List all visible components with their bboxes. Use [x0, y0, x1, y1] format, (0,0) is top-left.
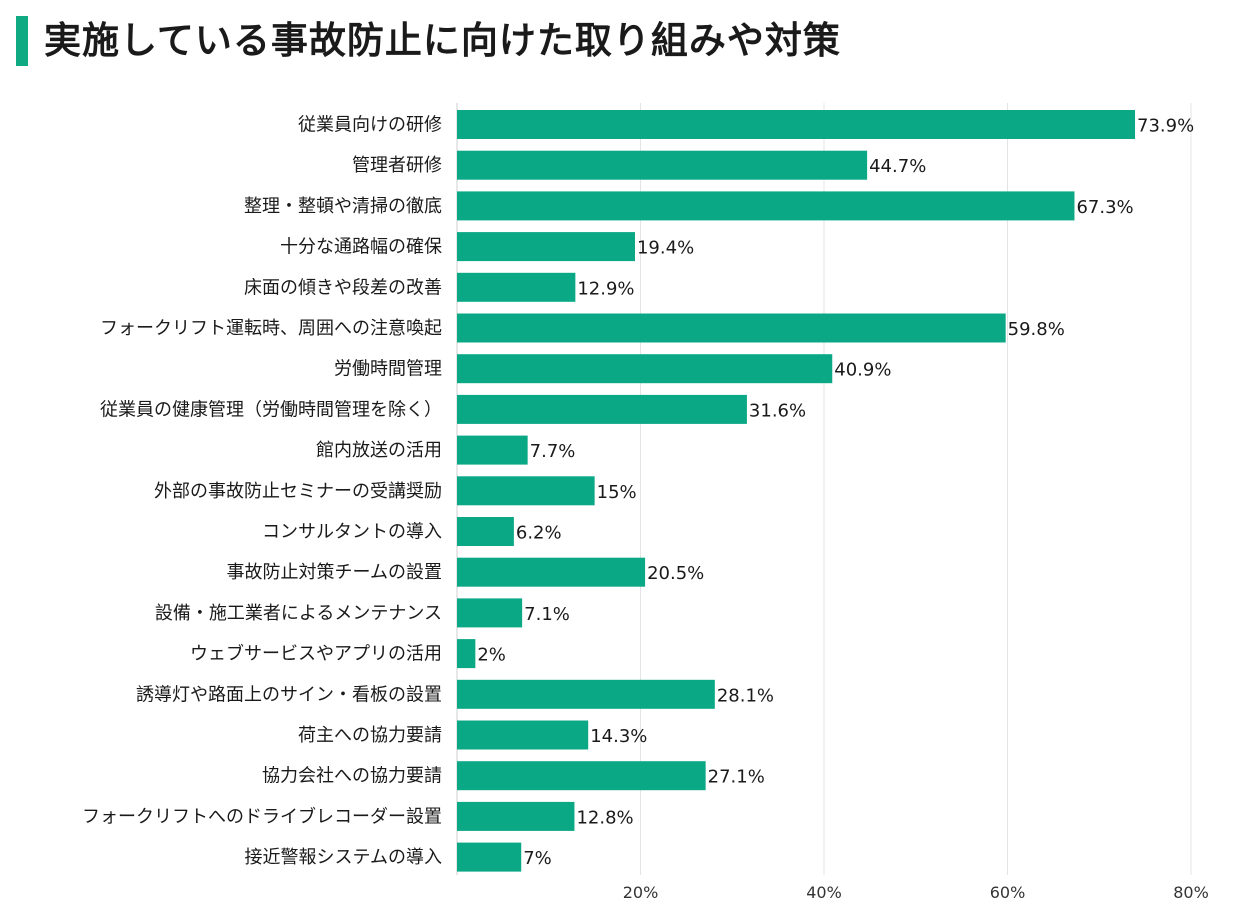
category-label: 荷主への協力要請: [298, 725, 442, 746]
category-label: 館内放送の活用: [316, 440, 442, 461]
category-label: 協力会社への協力要請: [262, 766, 442, 787]
category-label: 従業員向けの研修: [298, 115, 442, 136]
value-label: 15%: [597, 482, 637, 503]
value-label: 2%: [477, 645, 506, 666]
category-label: 事故防止対策チームの設置: [227, 562, 442, 583]
category-label: 労働時間管理: [334, 359, 442, 380]
bar: [457, 842, 522, 872]
category-label: 外部の事故防止セミナーの受講奨励: [154, 481, 442, 502]
bar: [457, 720, 589, 750]
category-label: 床面の傾きや段差の改善: [244, 277, 442, 298]
category-label: 整理・整頓や清掃の徹底: [244, 196, 442, 217]
value-label: 12.9%: [577, 278, 634, 299]
value-label: 28.1%: [717, 685, 774, 706]
bar: [457, 517, 514, 546]
bar: [457, 191, 1075, 221]
bar: [457, 435, 528, 465]
value-label: 31.6%: [749, 400, 806, 421]
category-label: フォークリフトへのドライブレコーダー設置: [82, 805, 442, 827]
value-label: 7%: [523, 848, 552, 869]
value-label: 44.7%: [869, 156, 926, 177]
bar: [457, 110, 1136, 139]
value-label: 6.2%: [516, 523, 562, 544]
value-label: 7.7%: [530, 441, 576, 462]
bar: [457, 272, 576, 302]
bar: [457, 476, 595, 506]
x-tick-label: 60%: [990, 883, 1026, 902]
bar: [457, 557, 646, 587]
value-label: 12.8%: [576, 807, 633, 828]
category-label: 従業員の健康管理（労働時間管理を除く）: [100, 399, 442, 420]
value-label: 73.9%: [1137, 116, 1194, 137]
category-label: 接近警報システムの導入: [245, 847, 442, 868]
value-label: 59.8%: [1008, 319, 1065, 340]
bar: [457, 150, 868, 180]
category-label: 設備・施工業者によるメンテナンス: [155, 603, 442, 624]
category-label: 十分な通路幅の確保: [280, 237, 442, 258]
bar: [457, 354, 833, 384]
value-label: 7.1%: [524, 604, 570, 625]
value-label: 40.9%: [834, 360, 891, 381]
bar: [457, 639, 476, 669]
value-label: 20.5%: [647, 563, 704, 584]
category-label: 管理者研修: [352, 155, 442, 176]
x-tick-label: 40%: [806, 883, 842, 902]
bar: [457, 598, 523, 628]
bar: [457, 801, 575, 831]
bar: [457, 394, 747, 424]
bar: [457, 313, 1006, 343]
category-label: フォークリフト運転時、周囲への注意喚起: [100, 318, 442, 339]
x-tick-label: 80%: [1173, 883, 1209, 902]
bar: [457, 232, 635, 262]
value-label: 67.3%: [1076, 197, 1133, 218]
title-accent-bar: [16, 16, 28, 66]
value-label: 19.4%: [637, 238, 694, 259]
bar: [457, 761, 706, 791]
category-label: ウェブサービスやアプリの活用: [190, 643, 442, 665]
bar: [457, 679, 715, 709]
category-label: コンサルタントの導入: [262, 522, 442, 543]
x-tick-label: 20%: [623, 883, 659, 902]
value-label: 27.1%: [708, 767, 765, 788]
value-label: 14.3%: [590, 726, 647, 747]
category-label: 誘導灯や路面上のサイン・看板の設置: [136, 684, 442, 705]
page-title: 実施している事故防止に向けた取り組みや対策: [44, 19, 841, 62]
